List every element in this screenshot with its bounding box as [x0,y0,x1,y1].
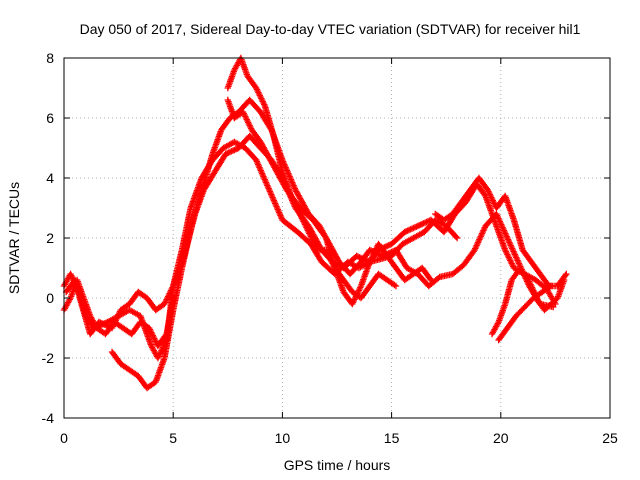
data-point-fill [408,225,416,232]
data-point-fill [232,146,240,153]
data-point-fill [101,321,108,328]
data-point-fill [376,251,384,258]
data-point-fill [452,233,460,240]
data-point [453,234,461,242]
x-tick-label: 0 [60,430,68,446]
y-tick-labels: -4 -2 0 2 4 6 8 [42,50,55,426]
data-point-fill [231,146,238,154]
data-point-fill [410,224,417,232]
series-track-9 [60,276,177,350]
data-point-fill [223,150,231,157]
x-axis-label: GPS time / hours [284,457,391,473]
y-tick-label: -2 [42,350,55,366]
data-point-fill [426,275,434,282]
y-tick-label: 4 [46,170,54,186]
x-tick-label: 15 [384,430,400,446]
y-tick-label: 0 [46,290,54,306]
data-point-fill [97,319,104,326]
y-tick-label: 2 [46,230,54,246]
data-point-fill [382,243,389,250]
data-point-fill [413,223,420,230]
data-point [401,228,408,236]
data-point-fill [162,332,169,339]
x-tick-labels: 0 5 10 15 20 25 [60,430,618,446]
data-point [222,150,229,158]
data-point-fill [416,222,423,229]
data-point-fill [423,218,430,226]
data-point-fill [228,148,235,155]
data-point [392,282,400,290]
series-track-6 [432,174,570,290]
data-point-fill [404,227,411,234]
data-point [547,282,555,290]
series-track-5 [224,54,400,302]
data-point-fill [405,226,413,234]
data-point-fill [229,147,237,154]
y-tick-label: 6 [46,110,54,126]
data-point-fill [402,228,410,235]
axis-ticks [63,57,611,419]
data-point-fill [384,242,391,250]
data-point-fill [386,249,394,256]
data-point-fill [417,221,424,228]
data-point-fill [411,224,419,231]
data-point-fill [546,283,553,291]
data-point-fill [354,253,362,260]
data-point-fill [356,254,363,261]
x-tick-label: 20 [493,430,509,446]
data-point-fill [103,322,110,329]
data-point [563,270,570,278]
chart-title: Day 050 of 2017, Sidereal Day-to-day VTE… [80,21,581,37]
data-point-fill [562,272,569,279]
data-point [427,276,435,284]
y-axis-label: SDTVAR / TECUs [6,182,22,294]
y-tick-label: 8 [46,50,54,66]
data-point [414,222,422,230]
x-tick-label: 5 [169,430,177,446]
x-tick-label: 10 [275,430,291,446]
data-point-fill [225,149,232,156]
grid-lines [64,58,610,418]
data-point [366,246,373,254]
x-tick-label: 25 [602,430,618,446]
data-point [95,318,103,326]
data-point-fill [407,226,414,233]
data-point-fill [391,281,398,289]
data-point-fill [418,220,426,228]
data-point-fill [100,320,107,328]
data-point-fill [421,219,429,226]
data-point-fill [98,320,106,327]
y-tick-label: -4 [42,410,55,426]
data-points [60,54,570,392]
data-point-fill [226,148,234,156]
data-point-fill [420,220,427,227]
series-track-8 [495,282,555,344]
data-point [170,294,177,302]
data-point-fill [385,242,392,249]
data-point [353,252,360,260]
data-point [560,276,568,284]
